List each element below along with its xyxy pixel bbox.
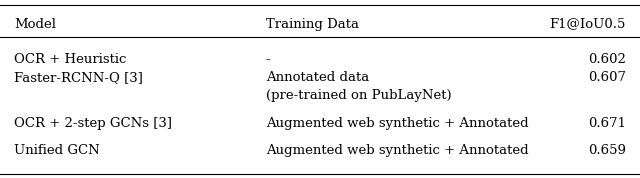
Text: Model: Model <box>14 17 56 31</box>
Text: OCR + Heuristic: OCR + Heuristic <box>14 53 127 66</box>
Text: -: - <box>266 53 270 66</box>
Text: Unified GCN: Unified GCN <box>14 144 100 157</box>
Text: 0.659: 0.659 <box>588 144 626 157</box>
Text: F1@IoU0.5: F1@IoU0.5 <box>550 17 626 31</box>
Text: Annotated data: Annotated data <box>266 71 369 84</box>
Text: Augmented web synthetic + Annotated: Augmented web synthetic + Annotated <box>266 144 528 157</box>
Text: 0.602: 0.602 <box>588 53 626 66</box>
Text: (pre-trained on PubLayNet): (pre-trained on PubLayNet) <box>266 89 451 102</box>
Text: 0.607: 0.607 <box>588 71 626 84</box>
Text: 0.671: 0.671 <box>588 117 626 130</box>
Text: Training Data: Training Data <box>266 17 358 31</box>
Text: Faster-RCNN-Q [3]: Faster-RCNN-Q [3] <box>14 71 143 84</box>
Text: Augmented web synthetic + Annotated: Augmented web synthetic + Annotated <box>266 117 528 130</box>
Text: OCR + 2-step GCNs [3]: OCR + 2-step GCNs [3] <box>14 117 172 130</box>
